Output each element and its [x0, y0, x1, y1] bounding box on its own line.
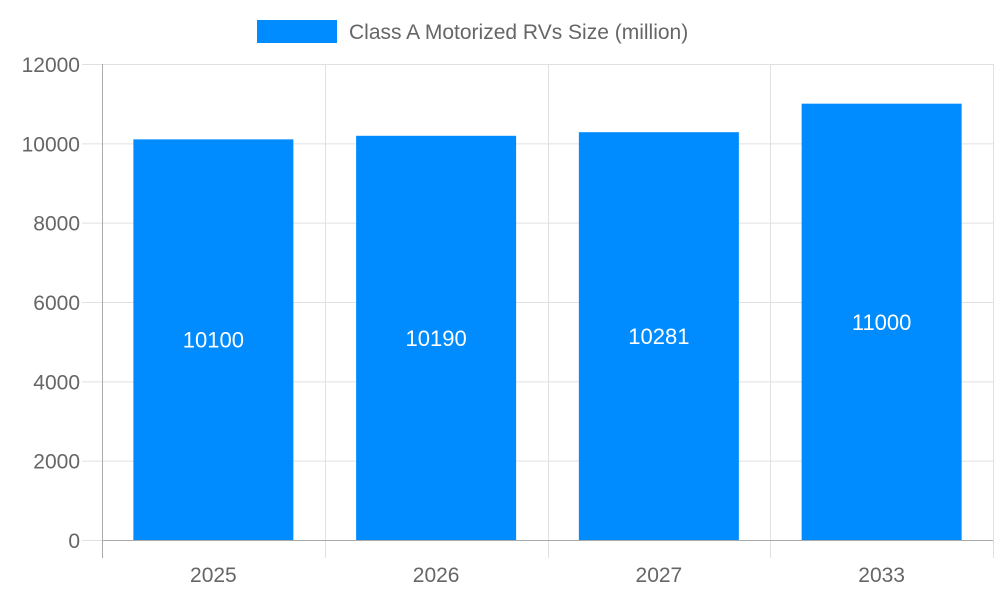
data-label: 10281 [628, 324, 689, 349]
data-label: 11000 [852, 310, 912, 335]
axes: 0 2000 4000 6000 8000 10000 12000 2025 2026 2027 2… [22, 54, 993, 587]
y-tick-label: 0 [68, 530, 80, 553]
data-label: 10190 [406, 326, 467, 351]
y-tick-label: 10000 [22, 133, 80, 156]
legend-swatch [257, 20, 337, 43]
bar [801, 103, 962, 541]
legend-label: Class A Motorized RVs Size (million) [349, 21, 688, 44]
bar [356, 135, 517, 540]
x-tick-label: 2027 [636, 564, 683, 587]
legend[interactable]: Class A Motorized RVs Size (million) [257, 20, 688, 44]
data-label: 10100 [183, 328, 244, 353]
x-tick-label: 2025 [190, 564, 237, 587]
bars: 10100 10190 10281 11000 [133, 103, 962, 541]
y-tick-label: 2000 [33, 451, 80, 474]
y-tick-label: 8000 [33, 213, 80, 236]
x-tick-label: 2026 [413, 564, 460, 587]
y-tick-label: 12000 [22, 54, 80, 77]
y-tick-label: 6000 [33, 292, 80, 315]
y-tick-label: 4000 [33, 371, 80, 394]
x-tick-label: 2033 [858, 564, 905, 587]
bar [133, 139, 294, 540]
bar [578, 132, 739, 540]
